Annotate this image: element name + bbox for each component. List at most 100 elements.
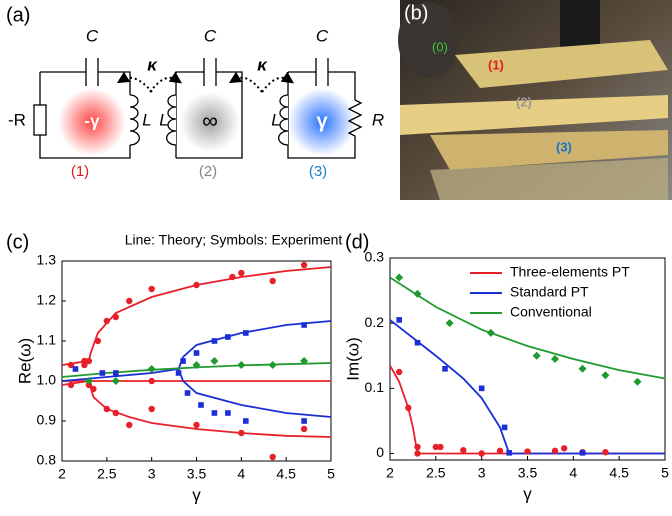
x-tick-label: 5 xyxy=(327,466,335,482)
data-point xyxy=(68,382,74,388)
x-tick-label: 3 xyxy=(478,465,486,481)
legend-label: Three-elements PT xyxy=(510,264,630,280)
data-point xyxy=(579,365,587,373)
data-point xyxy=(502,425,508,431)
data-point xyxy=(180,358,186,364)
data-point xyxy=(301,322,307,328)
y-tick-label: 1.0 xyxy=(37,372,57,388)
data-point xyxy=(478,450,484,456)
data-point xyxy=(126,298,132,304)
data-point xyxy=(533,352,541,360)
data-point xyxy=(112,377,120,385)
data-point xyxy=(437,444,443,450)
data-point xyxy=(193,422,199,428)
data-point xyxy=(148,378,154,384)
data-point xyxy=(524,448,530,454)
y-tick-label: 0 xyxy=(376,444,384,460)
plot-area xyxy=(62,262,331,460)
resonator-symbol: γ xyxy=(316,110,328,132)
x-tick-label: 4.5 xyxy=(609,465,629,481)
inductor-label: L xyxy=(142,110,151,129)
data-point xyxy=(395,274,403,282)
figure: (a) (c) (d) C C C L L L -R R κ κ -γ ∞ xyxy=(0,0,672,511)
capacitor-label: C xyxy=(316,26,329,45)
photo-label: (3) xyxy=(556,139,572,154)
data-point xyxy=(104,406,110,412)
legend-label: Standard PT xyxy=(510,284,589,300)
data-point xyxy=(193,282,199,288)
coupling-label: κ xyxy=(147,55,158,74)
resonator-index: (1) xyxy=(71,163,89,180)
photo: (b) (0) (1) (2) (3) xyxy=(398,0,672,200)
data-point xyxy=(580,450,586,456)
data-point xyxy=(602,449,608,455)
x-axis-label: γ xyxy=(523,484,532,503)
data-point xyxy=(126,422,132,428)
data-point xyxy=(301,262,307,268)
x-tick-label: 2.5 xyxy=(97,466,117,482)
data-point xyxy=(551,355,559,363)
data-point xyxy=(270,454,276,460)
data-point xyxy=(90,386,96,392)
data-point xyxy=(100,370,106,376)
data-point xyxy=(225,334,231,340)
data-point xyxy=(104,318,110,324)
data-point xyxy=(396,317,402,323)
capacitor-label: C xyxy=(86,26,99,45)
loss-resistor-label: R xyxy=(372,110,384,129)
data-point xyxy=(506,450,512,456)
legend-label: Conventional xyxy=(510,304,592,320)
resonator-index: (2) xyxy=(199,163,217,180)
data-point xyxy=(86,358,92,364)
data-point xyxy=(225,410,231,416)
data-point xyxy=(414,444,420,450)
data-point xyxy=(446,319,454,327)
theory-line xyxy=(179,369,331,417)
data-point xyxy=(243,418,249,424)
resonator-symbol: -γ xyxy=(84,111,100,130)
data-point xyxy=(238,270,244,276)
y-tick-label: 0.2 xyxy=(365,314,385,330)
x-axis-label: γ xyxy=(192,485,201,504)
data-point xyxy=(237,361,245,369)
x-tick-label: 5 xyxy=(661,465,669,481)
x-tick-label: 4.5 xyxy=(276,466,296,482)
inductor-label: L xyxy=(159,110,168,129)
y-tick-label: 0.8 xyxy=(37,452,57,468)
theory-line xyxy=(390,366,665,454)
data-point xyxy=(396,369,402,375)
data-point xyxy=(634,378,642,386)
data-point xyxy=(210,357,218,365)
panel-label: (b) xyxy=(404,2,428,24)
data-point xyxy=(148,286,154,292)
data-point xyxy=(561,445,567,451)
data-point xyxy=(269,361,277,369)
x-tick-label: 4 xyxy=(569,465,577,481)
photo-label: (0) xyxy=(432,39,448,54)
data-point xyxy=(95,338,101,344)
y-tick-label: 0.9 xyxy=(37,412,57,428)
data-point xyxy=(73,366,79,372)
x-tick-label: 2.5 xyxy=(426,465,446,481)
coupling-label: κ xyxy=(257,55,268,74)
panel-label: (a) xyxy=(6,4,30,26)
data-point xyxy=(415,340,421,346)
data-point xyxy=(238,430,244,436)
photo-label: (1) xyxy=(488,57,504,72)
data-point xyxy=(552,448,558,454)
data-point xyxy=(487,329,495,337)
data-point xyxy=(442,366,448,372)
capacitor-label: C xyxy=(204,26,217,45)
data-point xyxy=(270,278,276,284)
data-point xyxy=(405,405,411,411)
plot-area xyxy=(390,274,665,457)
data-point xyxy=(194,350,200,356)
theory-line xyxy=(62,381,331,437)
inductor-label: L xyxy=(271,110,280,129)
data-point xyxy=(185,390,191,396)
resonator-index: (3) xyxy=(309,163,327,180)
data-point xyxy=(113,410,119,416)
x-tick-label: 2 xyxy=(386,465,394,481)
y-tick-label: 0.1 xyxy=(365,379,385,395)
x-tick-label: 4 xyxy=(237,466,245,482)
